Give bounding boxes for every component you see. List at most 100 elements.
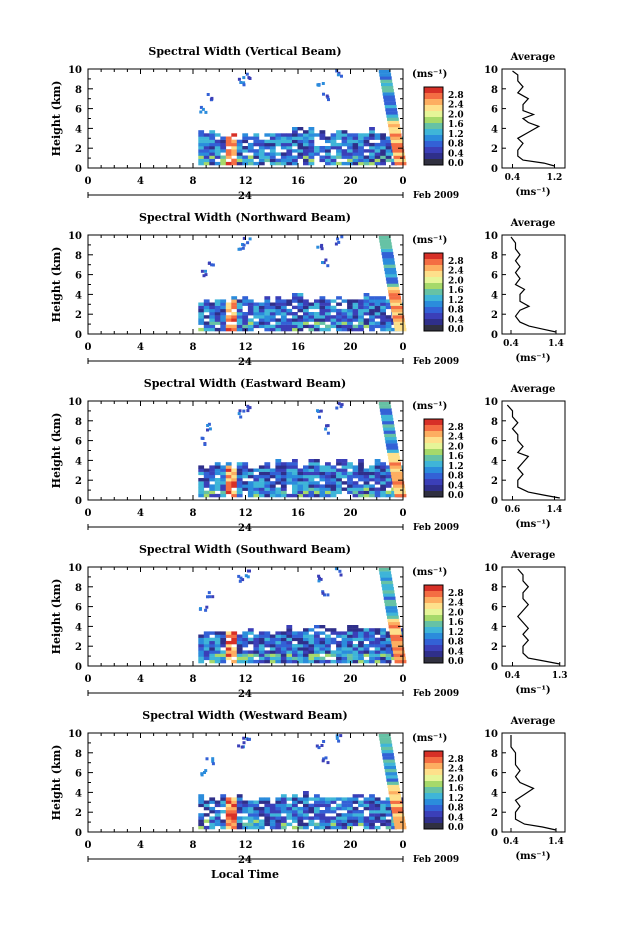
heatmap-cell: [297, 142, 304, 147]
heatmap-cell: [297, 647, 304, 651]
heatmap-cell: [319, 810, 326, 814]
heatmap-cell: [380, 634, 386, 638]
heatmap-cell: [198, 146, 205, 150]
heatmap-cell: [319, 409, 323, 413]
heatmap-cell: [336, 308, 342, 313]
heatmap-cell: [380, 305, 386, 310]
y-tick-label: 6: [75, 769, 82, 780]
heatmap-cell: [374, 800, 381, 804]
colorbar-tick-label: 0.0: [448, 159, 464, 169]
heatmap-cell: [379, 242, 392, 246]
heatmap-cell: [336, 813, 342, 817]
heatmap-cell: [275, 468, 282, 472]
heatmap-cell: [386, 280, 399, 284]
heatmap-cell: [347, 813, 353, 817]
heatmap-cell: [297, 149, 304, 153]
heatmap-cell: [352, 628, 359, 632]
heatmap-cell: [264, 490, 271, 495]
heatmap-cell: [385, 327, 392, 332]
heatmap-cell: [258, 465, 265, 469]
heatmap-cell: [347, 631, 353, 635]
heatmap-cell: [231, 634, 238, 638]
heatmap-cell: [314, 794, 320, 798]
avg-x-tick-label: 0.4: [503, 339, 519, 349]
heatmap-cell: [352, 136, 359, 140]
heatmap-cell: [393, 819, 406, 823]
heatmap-cell: [385, 465, 392, 469]
heatmap-cell: [286, 312, 293, 316]
colorbar-swatch: [424, 425, 443, 432]
heatmap-cell: [385, 797, 392, 801]
heatmap-cell: [363, 628, 370, 632]
heatmap-cell: [286, 647, 293, 651]
heatmap-cell: [242, 155, 249, 159]
heatmap-cell: [198, 659, 205, 664]
heatmap-cell: [325, 825, 331, 830]
avg-y-tick-label: 6: [491, 769, 498, 780]
date-label: Feb 2009: [413, 855, 459, 865]
heatmap-cell: [258, 312, 265, 316]
heatmap-cell: [198, 130, 205, 134]
heatmap-cell: [264, 634, 271, 638]
heatmap-cell: [303, 653, 309, 657]
heatmap-cell: [379, 76, 392, 80]
heatmap-cell: [347, 819, 353, 823]
avg-x-tick-label: 1.3: [552, 671, 568, 681]
colorbar-swatch: [424, 265, 443, 272]
heatmap-cell: [347, 806, 353, 811]
heatmap-cell: [242, 653, 249, 657]
x-tick-label: 0: [85, 176, 92, 187]
heatmap-cell: [214, 161, 221, 166]
heatmap-cell: [390, 139, 403, 144]
heatmap-cell: [347, 158, 353, 163]
heatmap-cell: [358, 133, 364, 137]
heatmap-cell: [248, 406, 252, 410]
heatmap-cell: [314, 324, 320, 329]
avg-y-tick-label: 10: [484, 397, 498, 408]
heatmap-cell: [203, 800, 210, 804]
heatmap-cell: [358, 656, 364, 661]
heatmap-cell: [225, 302, 232, 306]
avg-y-tick-label: 4: [491, 788, 498, 799]
heatmap-cell: [369, 487, 375, 491]
heatmap-cell: [381, 248, 393, 253]
colorbar-tick-label: 1.6: [448, 286, 464, 296]
heatmap-cell: [330, 478, 337, 482]
colorbar-frame: [423, 750, 444, 830]
heatmap-cell: [275, 810, 282, 814]
colorbar-tick-label: 0.4: [448, 813, 464, 823]
heatmap-cell: [369, 640, 375, 645]
heatmap-cell: [292, 136, 298, 140]
heatmap-cell: [253, 822, 260, 827]
heatmap-cell: [340, 74, 343, 78]
heatmap-cell: [236, 659, 243, 664]
heatmap-cell: [341, 806, 348, 811]
heatmap-cell: [297, 155, 304, 159]
heatmap-cell: [269, 139, 276, 144]
heatmap-cell: [264, 659, 271, 664]
heatmap-cell: [292, 142, 298, 147]
heatmap-cell: [314, 822, 320, 827]
heatmap-cell: [319, 493, 326, 498]
heatmap-cell: [374, 656, 381, 661]
heatmap-cell: [242, 81, 246, 85]
heatmap-cell: [374, 161, 381, 166]
heatmap-cell: [363, 487, 370, 491]
heatmap-cell: [325, 161, 331, 166]
heatmap-cell: [347, 816, 353, 820]
heatmap-cell: [247, 650, 254, 654]
heatmap-cell: [308, 315, 315, 319]
heatmap-cell: [286, 146, 293, 150]
heatmap-cell: [347, 299, 353, 303]
heatmap-cell: [322, 261, 326, 265]
heatmap-cell: [280, 634, 287, 638]
heatmap-cell: [358, 155, 364, 159]
heatmap-cell: [369, 803, 375, 808]
heatmap-cell: [391, 493, 397, 498]
heatmap-cell: [214, 315, 221, 319]
heatmap-cell: [280, 640, 287, 645]
colorbar-swatch: [424, 259, 443, 266]
heatmap-cell: [280, 810, 287, 814]
heatmap-cell: [316, 245, 320, 249]
heatmap-cell: [198, 136, 205, 140]
